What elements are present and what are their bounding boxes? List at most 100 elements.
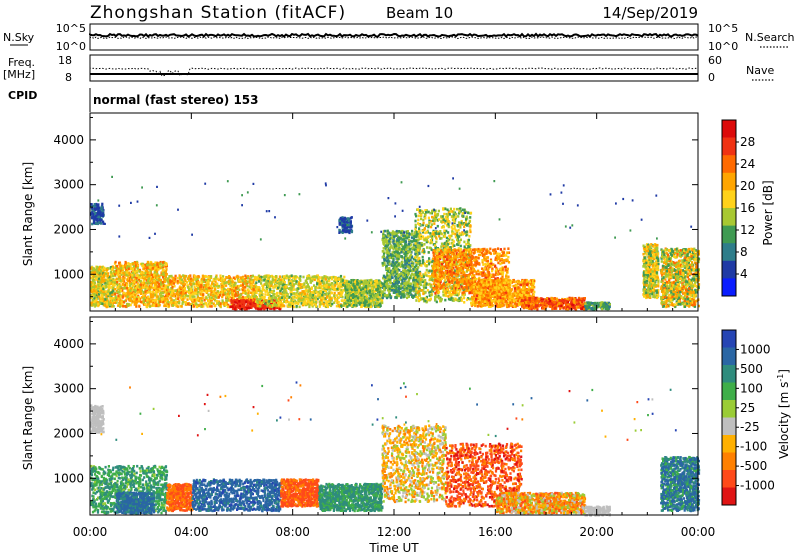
data-cell <box>252 284 255 288</box>
data-cell <box>165 295 168 299</box>
data-cell <box>142 267 145 271</box>
data-cell <box>115 277 118 281</box>
data-cell <box>275 291 279 295</box>
data-cell <box>129 275 133 279</box>
data-cell <box>356 291 359 294</box>
data-cell <box>346 296 349 300</box>
data-cell <box>122 272 125 275</box>
data-cell <box>262 286 265 290</box>
data-cell <box>162 275 165 279</box>
data-cell <box>215 291 218 295</box>
data-cell <box>152 301 155 304</box>
data-cell <box>174 289 177 292</box>
data-cell <box>255 291 258 295</box>
data-cell <box>244 292 247 295</box>
data-cell <box>90 203 93 206</box>
data-cell <box>133 266 136 269</box>
data-cell <box>251 274 254 278</box>
data-cell <box>238 279 241 282</box>
data-cell <box>156 297 159 301</box>
data-cell <box>110 305 113 308</box>
data-cell <box>137 278 141 281</box>
data-cell <box>110 291 113 294</box>
data-cell <box>365 300 368 303</box>
data-cell <box>378 297 381 301</box>
data-cell <box>182 282 185 286</box>
data-cell <box>111 286 114 289</box>
data-cell <box>113 284 116 287</box>
data-cell <box>153 263 156 267</box>
data-cell <box>111 280 114 284</box>
data-cell <box>161 294 164 298</box>
data-cell <box>116 280 119 284</box>
data-cell <box>223 301 226 305</box>
data-cell <box>111 283 115 286</box>
data-cell <box>191 292 194 296</box>
data-cell <box>112 274 115 278</box>
data-cell <box>376 292 379 296</box>
data-cell <box>395 287 398 291</box>
data-cell <box>310 300 313 304</box>
data-cell <box>147 282 150 285</box>
data-cell <box>142 264 145 267</box>
data-cell <box>113 287 117 291</box>
data-cell <box>328 291 331 294</box>
data-cell <box>341 283 345 287</box>
data-cell <box>135 277 138 280</box>
data-cell <box>261 296 264 300</box>
data-cell <box>256 300 259 304</box>
data-cell <box>326 303 329 307</box>
data-cell <box>174 300 177 304</box>
data-cell <box>209 284 212 288</box>
data-cell <box>262 300 265 303</box>
data-cell <box>259 294 262 298</box>
data-cell <box>184 293 187 297</box>
data-cell <box>409 247 412 251</box>
data-cell <box>149 305 152 308</box>
data-cell <box>231 293 234 296</box>
data-cell <box>157 274 160 278</box>
data-cell <box>157 264 160 268</box>
data-cell <box>102 222 105 225</box>
data-cell <box>189 294 192 298</box>
data-cell <box>233 307 236 311</box>
data-cell <box>102 285 105 288</box>
data-cell <box>103 288 106 291</box>
data-cell <box>193 275 196 278</box>
data-cell <box>267 274 270 278</box>
data-cell <box>306 294 309 298</box>
data-cell <box>95 268 98 271</box>
data-cell <box>92 204 95 208</box>
data-cell <box>130 282 133 286</box>
data-cell <box>99 291 102 294</box>
data-cell <box>114 269 117 273</box>
data-cell <box>124 294 127 298</box>
data-cell <box>137 276 141 279</box>
data-cell <box>92 275 95 279</box>
data-cell <box>338 231 341 234</box>
data-cell <box>337 291 340 295</box>
data-cell <box>153 304 156 307</box>
data-cell <box>100 207 103 210</box>
data-cell <box>308 294 311 297</box>
data-cell <box>331 286 334 289</box>
data-cell <box>196 277 199 281</box>
data-cell <box>340 304 343 307</box>
data-cell <box>201 290 204 293</box>
data-cell <box>235 292 238 296</box>
data-cell <box>407 243 410 246</box>
data-cell <box>237 285 240 288</box>
data-cell <box>156 263 159 266</box>
data-cell <box>376 288 379 291</box>
nsky-label: N.Sky <box>3 31 35 44</box>
data-cell <box>158 278 161 281</box>
data-cell <box>340 299 343 302</box>
data-cell <box>400 296 403 299</box>
data-cell <box>160 294 163 298</box>
data-cell <box>346 305 349 308</box>
data-cell <box>356 282 360 285</box>
data-cell <box>92 216 96 219</box>
data-cell <box>105 274 108 278</box>
data-cell <box>252 288 255 291</box>
data-cell <box>324 278 327 281</box>
